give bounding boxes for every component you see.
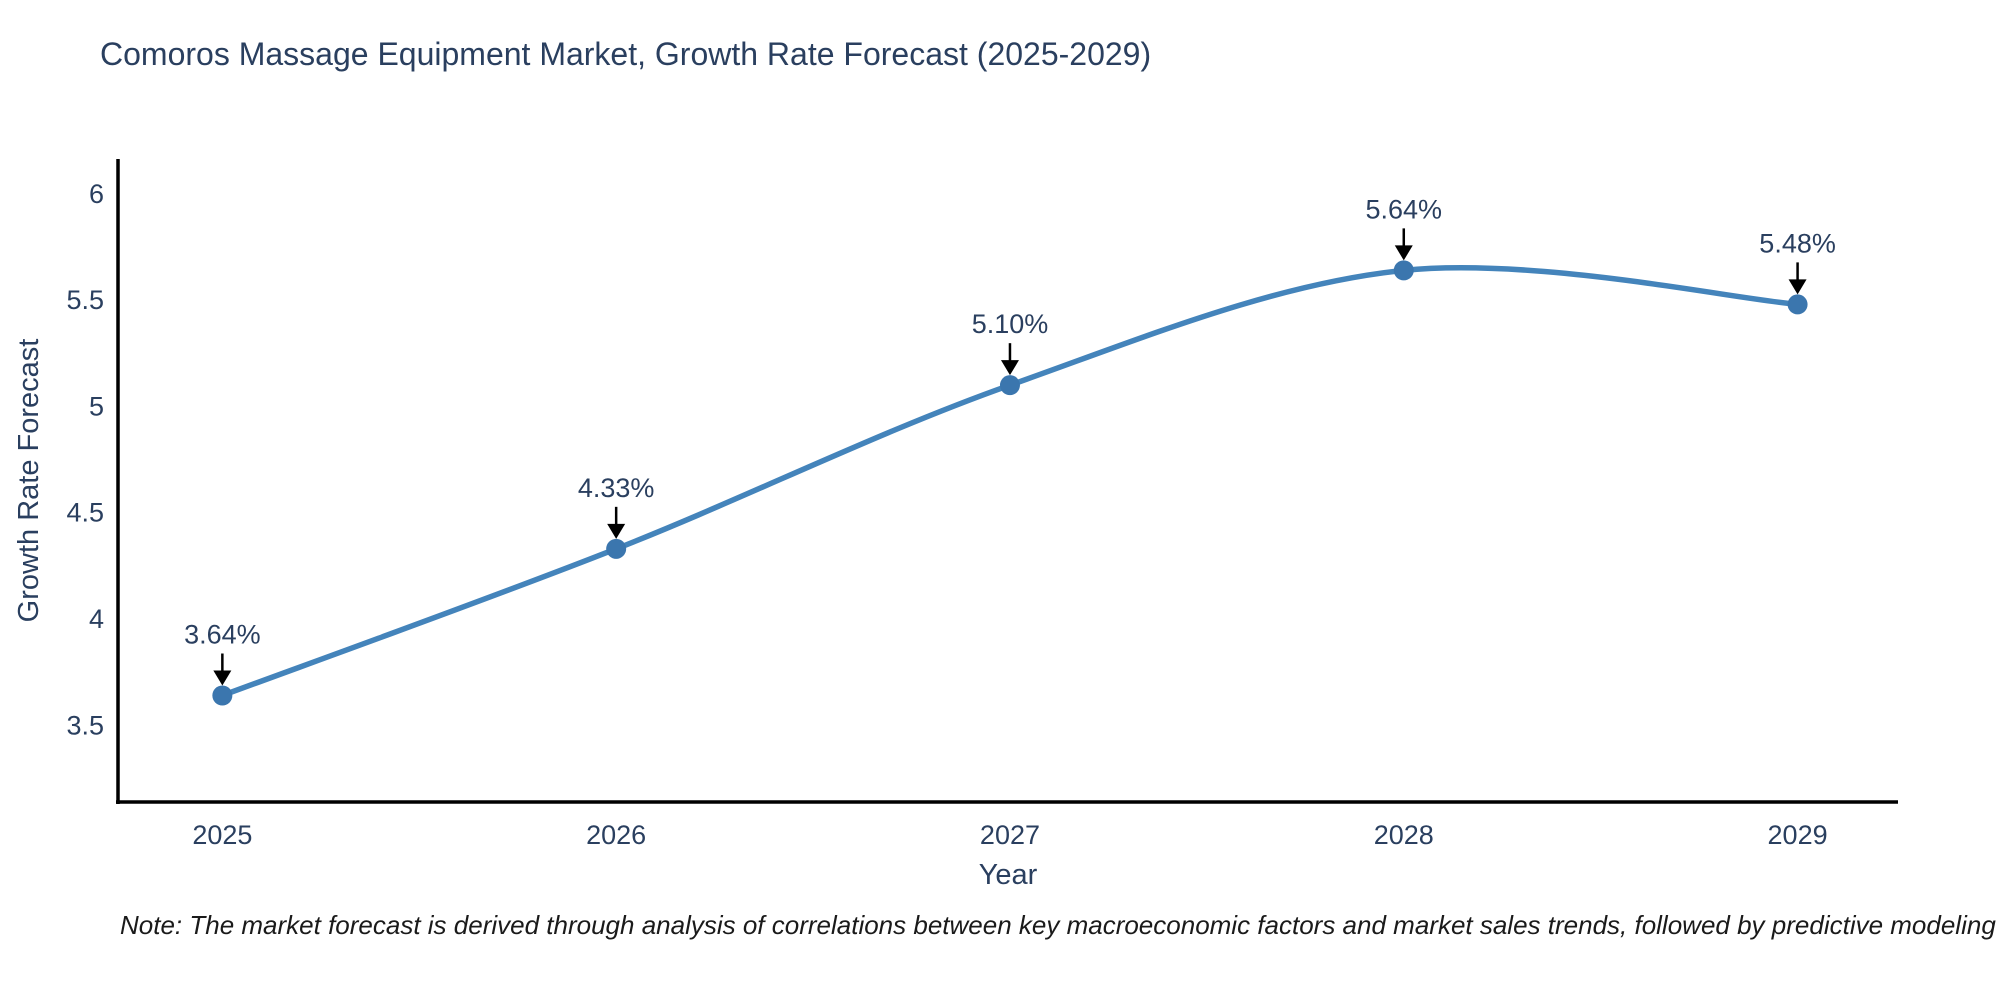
y-axis-title: Growth Rate Forecast: [13, 339, 45, 623]
footnote: Note: The market forecast is derived thr…: [120, 910, 2000, 940]
data-point-marker: [606, 538, 627, 559]
data-point-marker: [1787, 294, 1808, 315]
x-tick-label: 2025: [192, 820, 252, 850]
annotation-label: 5.64%: [1365, 194, 1442, 224]
y-tick-label: 5.5: [66, 285, 104, 315]
annotation-arrowhead-icon: [1788, 279, 1807, 295]
y-tick-label: 4.5: [66, 498, 104, 528]
annotation-arrowhead-icon: [213, 670, 232, 686]
y-tick-label: 4: [89, 604, 104, 634]
x-tick-label: 2028: [1374, 820, 1434, 850]
data-point-marker: [999, 375, 1020, 396]
annotation-arrowhead-icon: [1394, 245, 1413, 261]
annotation-label: 5.10%: [972, 309, 1049, 339]
chart-title: Comoros Massage Equipment Market, Growth…: [100, 36, 1152, 72]
data-point-marker: [212, 685, 233, 706]
data-point-marker: [1393, 260, 1414, 281]
y-tick-label: 5: [89, 391, 104, 421]
annotation-label: 5.48%: [1759, 228, 1836, 258]
annotation-arrowhead-icon: [1000, 360, 1019, 376]
annotation-label: 3.64%: [184, 620, 261, 650]
x-tick-label: 2029: [1768, 820, 1828, 850]
x-tick-label: 2026: [586, 820, 646, 850]
y-tick-label: 3.5: [66, 710, 104, 740]
y-tick-label: 6: [89, 179, 104, 209]
x-tick-label: 2027: [980, 820, 1040, 850]
annotation-label: 4.33%: [578, 473, 655, 503]
annotation-arrowhead-icon: [607, 523, 626, 539]
x-axis-title: Year: [979, 859, 1038, 891]
